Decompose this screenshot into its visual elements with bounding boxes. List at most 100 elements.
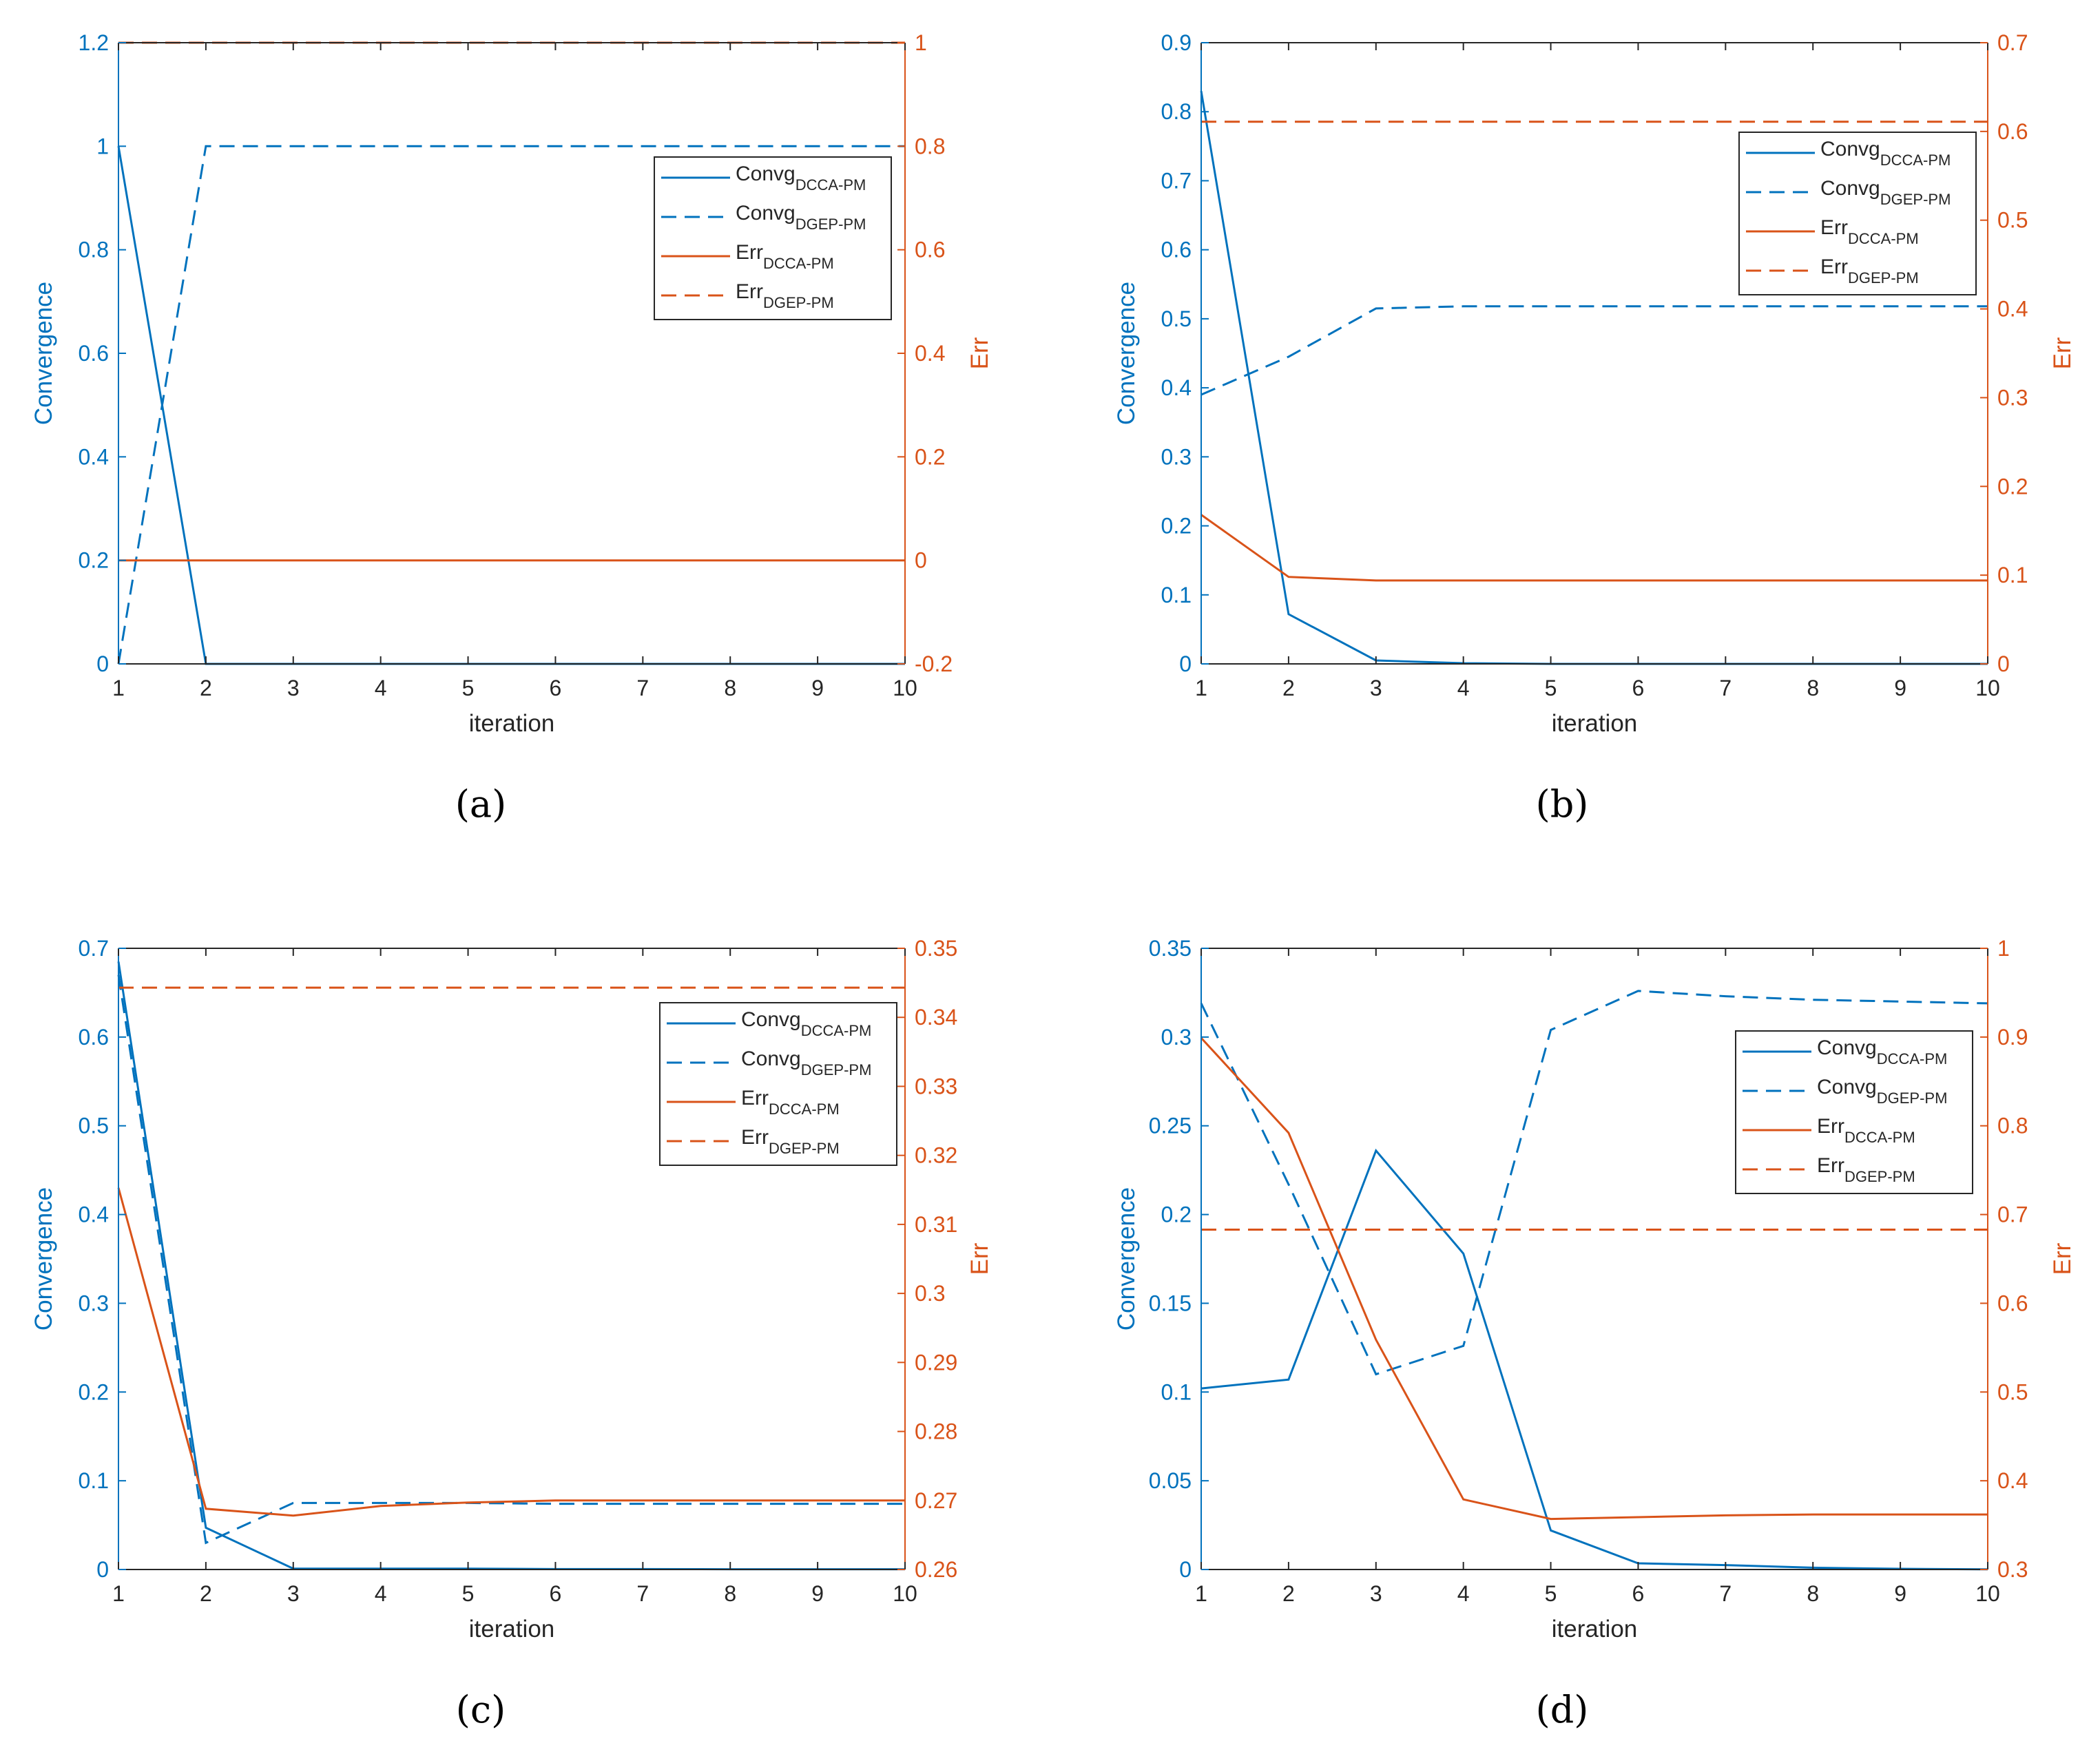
legend-entry-name: Err xyxy=(1817,1154,1844,1177)
x-tick-label: 5 xyxy=(462,1581,475,1606)
y-tick-label-left: 0.35 xyxy=(1149,936,1192,961)
y-tick-label-right: 0.28 xyxy=(915,1419,957,1444)
x-tick-label: 8 xyxy=(1807,1581,1819,1606)
x-tick-label: 4 xyxy=(1457,1581,1470,1606)
y-tick-label-left: 0.6 xyxy=(79,341,109,366)
y-tick-label-right: 0.4 xyxy=(915,341,945,366)
legend-entry: ErrDCCA-PM xyxy=(741,1087,840,1118)
x-tick-label: 4 xyxy=(375,676,387,700)
chart-b: 1 2 3 4 5 6 7 8 9 10 iteration 0 0.1 0.2 0.3 0.4 0.5 0.6 0… xyxy=(1113,30,2076,737)
legend-entry: ConvgDCCA-PM xyxy=(736,163,866,194)
y-tick-label-left: 0.3 xyxy=(1161,444,1192,469)
series-group xyxy=(117,41,905,665)
y-tick-label-left: 0 xyxy=(96,651,109,676)
y-axis-label-left: Convergence xyxy=(30,282,57,425)
y-tick-label-right: 0 xyxy=(1997,651,2010,676)
legend-entry-sub: DGEP-PM xyxy=(769,1140,840,1157)
series-line-err-dcca-pm xyxy=(117,1187,905,1517)
chart-a: 1 2 3 4 5 6 7 8 9 10iteration00.20.40.60.811.2Con… xyxy=(30,30,993,737)
y-axis-label-left: Convergence xyxy=(30,1187,57,1331)
x-tick-label: 7 xyxy=(636,1581,649,1606)
legend-entry-name: Err xyxy=(736,280,763,303)
x-axis-label: iteration xyxy=(1552,1616,1638,1642)
caption-d: (d) xyxy=(1535,1688,1589,1731)
x-tick-label: 6 xyxy=(1632,1581,1645,1606)
legend-entry-sub: DCCA-PM xyxy=(801,1022,872,1039)
legend-entry-sub: DCCA-PM xyxy=(1880,152,1951,169)
legend-entry-sub: DCCA-PM xyxy=(1844,1129,1915,1146)
series-line-err-dcca-pm xyxy=(1200,514,1988,582)
y-tick-label-left: 0.2 xyxy=(79,548,109,573)
legend-entry-sub: DGEP-PM xyxy=(1877,1089,1948,1107)
y-tick-label-right: 0.7 xyxy=(1997,1202,2028,1227)
legend-entry: ErrDCCA-PM xyxy=(736,241,834,272)
y-tick-label-right: 0.32 xyxy=(915,1143,957,1168)
legend: ConvgDCCA-PMConvgDGEP-PMErrDCCA-PMErrDGE… xyxy=(1735,1030,1973,1194)
y-tick-label-left: 1 xyxy=(96,134,109,158)
y-tick-label-right: 0.33 xyxy=(915,1074,957,1098)
y-tick-label-right: 0.26 xyxy=(915,1557,957,1582)
y-tick-label-left: 0.2 xyxy=(79,1379,109,1404)
x-tick-label: 4 xyxy=(1457,676,1470,700)
x-tick-label: 5 xyxy=(462,676,475,700)
caption-b: (b) xyxy=(1535,782,1589,826)
series-line-convg-dgep-pm xyxy=(1200,305,1988,396)
x-tick-label: 10 xyxy=(1975,676,2000,700)
chart-c: 1 2 3 4 5 6 7 8 9 10 iteration 0 0.1 0.2 0.3 0.4 0.5 0.6 0… xyxy=(30,936,993,1642)
legend-entry-name: Convg xyxy=(1817,1036,1877,1059)
y-tick-label-left: 0.2 xyxy=(1161,1202,1192,1227)
y-tick-label-left: 0.1 xyxy=(1161,583,1192,607)
y-tick-label-right: 1 xyxy=(915,30,927,55)
x-tick-label: 2 xyxy=(1282,1581,1295,1606)
series-group xyxy=(1200,990,1988,1571)
y-axis-label-right: Err xyxy=(966,1242,993,1275)
y-tick-label-left: 0.8 xyxy=(79,238,109,262)
legend-entry-name: Err xyxy=(1817,1115,1844,1138)
y-tick-label-right: 0.4 xyxy=(1997,297,2028,322)
series-line-convg-dgep-pm xyxy=(117,974,905,1545)
legend-entry-sub: DCCA-PM xyxy=(763,255,834,272)
y-tick-label-right: 0.31 xyxy=(915,1212,957,1237)
legend-entry-sub: DCCA-PM xyxy=(1877,1050,1948,1067)
y-tick-label-left: 0.8 xyxy=(1161,99,1192,124)
legend-entry-sub: DGEP-PM xyxy=(801,1061,872,1078)
x-tick-label: 7 xyxy=(1719,676,1732,700)
y-tick-label-right: 0.3 xyxy=(1997,1557,2028,1582)
y-tick-label-left: 0.3 xyxy=(1161,1025,1192,1050)
y-tick-label-left: 0 xyxy=(1179,1557,1192,1582)
legend-entry-name: Err xyxy=(736,241,763,264)
y-tick-label-left: 0.4 xyxy=(1161,375,1192,400)
legend: ConvgDCCA-PMConvgDGEP-PMErrDCCA-PMErrDGE… xyxy=(1738,132,1977,295)
series-line-convg-dcca-pm xyxy=(1200,1148,1988,1571)
y-tick-label-left: 0.2 xyxy=(1161,514,1192,539)
y-tick-label-left: 0 xyxy=(96,1557,109,1582)
y-tick-label-right: 0.3 xyxy=(915,1281,945,1306)
y-axis-label-left: Convergence xyxy=(1113,282,1140,425)
legend-box xyxy=(654,156,892,320)
x-tick-label: 1 xyxy=(1195,1581,1207,1606)
y-tick-label-left: 0.25 xyxy=(1149,1114,1192,1138)
legend-entry: ErrDGEP-PM xyxy=(1820,255,1919,286)
x-tick-label: 1 xyxy=(112,676,125,700)
legend-entry: ConvgDCCA-PM xyxy=(741,1008,871,1039)
y-tick-label-left: 0.4 xyxy=(79,1202,109,1227)
y-tick-label-left: 0.7 xyxy=(1161,168,1192,193)
y-tick-label-right: 1 xyxy=(1997,936,2010,961)
x-tick-label: 3 xyxy=(1370,1581,1382,1606)
y-tick-label-left: 0.6 xyxy=(1161,238,1192,262)
x-tick-label: 8 xyxy=(724,676,736,700)
x-tick-label: 9 xyxy=(1894,676,1906,700)
x-tick-label: 2 xyxy=(200,676,212,700)
legend-entry: ErrDCCA-PM xyxy=(1820,216,1919,247)
caption-a: (a) xyxy=(455,782,507,826)
y-tick-label-right: 0 xyxy=(915,548,927,573)
x-tick-label: 1 xyxy=(1195,676,1207,700)
x-tick-label: 7 xyxy=(1719,1581,1732,1606)
y-tick-label-right: 0.8 xyxy=(915,134,945,158)
legend-entry-name: Convg xyxy=(741,1047,801,1070)
y-tick-label-right: 0.3 xyxy=(1997,385,2028,410)
legend-entry: ConvgDCCA-PM xyxy=(1820,138,1951,169)
legend-entry-sub: DGEP-PM xyxy=(796,216,866,233)
legend-entry: ErrDCCA-PM xyxy=(1817,1115,1915,1146)
y-tick-label-right: 0.6 xyxy=(1997,119,2028,144)
